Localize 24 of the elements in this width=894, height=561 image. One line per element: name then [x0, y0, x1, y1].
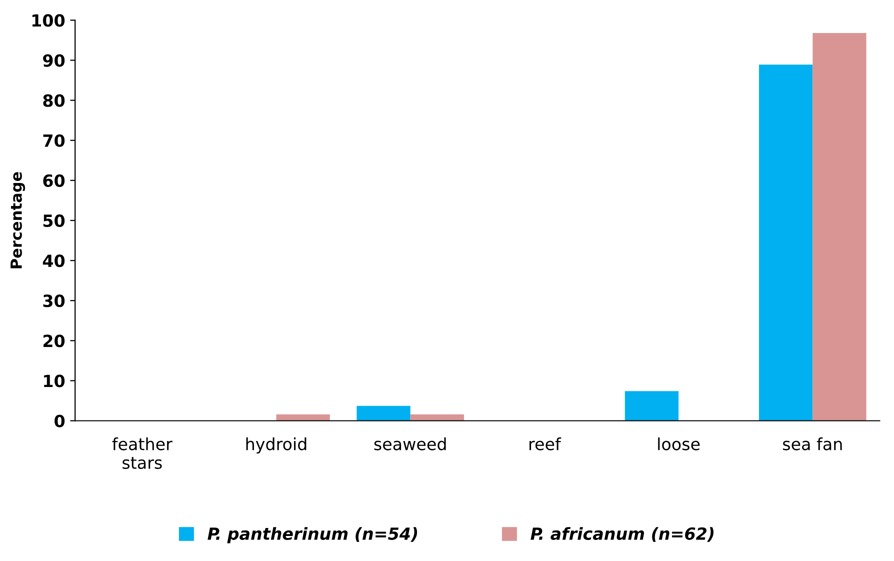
y-tick-label: 80 [43, 94, 65, 107]
x-tick-label: sea fan [783, 437, 842, 450]
y-tick-label: 30 [43, 294, 65, 308]
legend-label: P. africanum (n=62) [530, 527, 714, 542]
y-tick-label: 10 [44, 374, 65, 388]
bar [624, 391, 679, 421]
bar [812, 33, 866, 421]
x-tick-label: seaweed [374, 437, 446, 450]
x-tick-label: loose [658, 437, 700, 450]
y-tick-label: 20 [44, 334, 65, 348]
y-tick-label: 70 [43, 134, 65, 147]
y-tick-label: 100 [32, 14, 65, 27]
bar [356, 406, 410, 421]
y-tick-label: 90 [43, 54, 65, 67]
bar [759, 64, 813, 421]
y-tick-label: 40 [42, 254, 65, 268]
y-tick-label: 0 [54, 414, 65, 428]
y-tick-label: 60 [43, 174, 65, 187]
x-tick-label: reef [530, 437, 562, 450]
x-tick-label: hydroid [246, 437, 306, 454]
y-tick-label: 50 [43, 214, 65, 228]
y-axis-title: Percentage [10, 172, 26, 268]
legend-label: P. pantherinum (n=54) [208, 527, 418, 544]
x-tick-label: feather stars [112, 437, 172, 469]
